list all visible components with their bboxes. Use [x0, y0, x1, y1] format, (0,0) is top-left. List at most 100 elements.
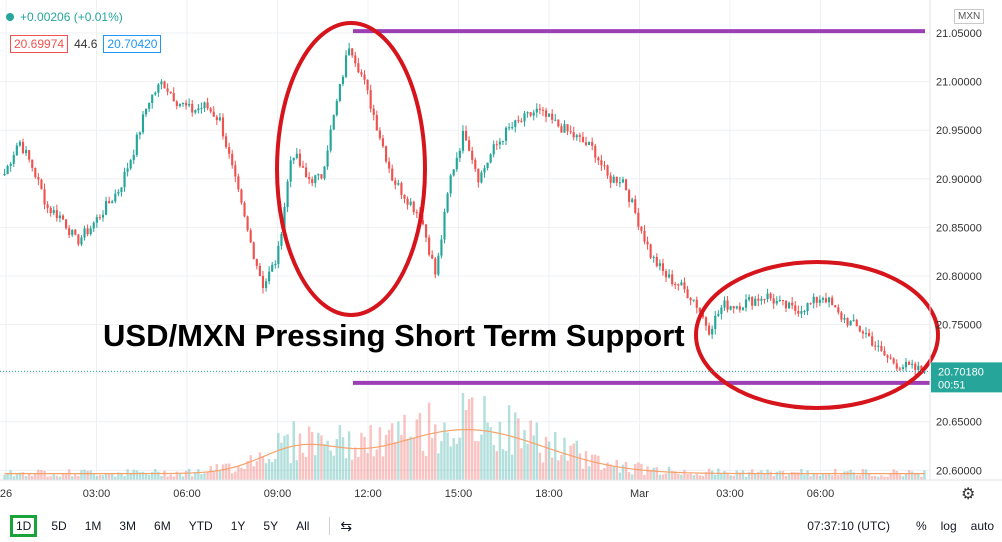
volume-bar [701, 476, 705, 480]
volume-bar [661, 474, 665, 480]
candle-body [886, 355, 889, 358]
volume-bar [301, 452, 305, 480]
volume-bar [175, 471, 179, 480]
bid-price[interactable]: 20.69974 [10, 35, 69, 53]
volume-bar [575, 440, 579, 480]
ask-price[interactable]: 20.70420 [103, 35, 162, 53]
candle-body [289, 160, 292, 182]
volume-bar [615, 459, 619, 480]
volume-bar [298, 433, 302, 480]
volume-bar [172, 476, 175, 480]
auto-toggle[interactable]: auto [970, 519, 994, 533]
candle-body [692, 299, 695, 301]
candle-body [111, 201, 114, 204]
candle-body [794, 305, 797, 311]
volume-bar [360, 432, 363, 480]
candle-body [391, 168, 394, 181]
range-button-5d[interactable]: 5D [51, 519, 67, 533]
candle-body [261, 275, 265, 289]
candle-body [323, 166, 326, 179]
volume-bar [344, 458, 348, 480]
volume-bar [178, 472, 182, 480]
candle-body [649, 244, 652, 258]
volume-bar [74, 474, 77, 480]
volume-bar [710, 470, 714, 480]
candle-body [914, 363, 917, 370]
candle-body [760, 298, 763, 301]
volume-bar [501, 449, 505, 480]
volume-bar [707, 468, 711, 480]
candle-body [757, 298, 760, 301]
volume-bar [677, 473, 680, 480]
volume-bar [560, 454, 563, 480]
candle-body [178, 104, 181, 107]
volume-bar [166, 476, 169, 480]
range-button-5y[interactable]: 5Y [263, 519, 279, 533]
volume-bar [292, 421, 295, 480]
gear-icon[interactable]: ⚙ [961, 486, 976, 503]
highlight-ellipse-spike [275, 21, 427, 317]
volume-bar [594, 454, 597, 480]
candle-body [332, 115, 335, 130]
volume-bar [800, 468, 803, 480]
volume-bar [695, 474, 699, 480]
volume-bar [314, 455, 317, 480]
candle-body [680, 282, 683, 286]
candle-body [406, 198, 409, 205]
volume-bar [920, 476, 923, 480]
volume-bar [917, 474, 920, 480]
range-button-3m[interactable]: 3M [119, 519, 137, 533]
candle-body [868, 332, 871, 337]
candle-body [520, 120, 523, 122]
candle-body [661, 263, 665, 272]
volume-bar [732, 475, 735, 480]
volume-bar [310, 432, 314, 480]
range-button-all[interactable]: All [296, 519, 310, 533]
candle-body [166, 88, 169, 92]
volume-bar [320, 435, 323, 480]
symbol-tag[interactable]: MXN [954, 9, 985, 24]
volume-bar [914, 473, 917, 480]
candle-body [788, 302, 791, 309]
range-button-1d[interactable]: 1D [10, 515, 38, 537]
volume-bar [621, 464, 625, 480]
candle-body [809, 303, 812, 305]
candle-body [711, 328, 714, 335]
candle-body [557, 119, 560, 127]
candle-body [384, 146, 388, 162]
volume-bar [507, 405, 511, 480]
volume-bar [772, 476, 775, 480]
candle-body [452, 169, 455, 176]
log-toggle[interactable]: log [940, 519, 957, 533]
x-tick-label: Mar [630, 488, 649, 500]
y-tick-label: 20.95000 [936, 125, 982, 137]
candle-body [791, 302, 794, 306]
x-tick-label: 18:00 [535, 488, 563, 500]
range-button-1m[interactable]: 1M [84, 519, 102, 533]
candle-body [437, 255, 440, 275]
volume-bar [498, 421, 502, 480]
candle-body [486, 162, 489, 169]
candle-body [224, 136, 228, 148]
candle-body [200, 108, 203, 110]
candle-body [326, 150, 329, 167]
range-button-ytd[interactable]: YTD [188, 519, 213, 533]
compare-range-icon[interactable]: ⇆ [340, 517, 353, 534]
percent-toggle[interactable]: % [915, 519, 927, 533]
candle-body [58, 215, 61, 219]
volume-bar [550, 457, 554, 480]
candle-body [704, 317, 708, 326]
candle-body [160, 81, 163, 85]
range-button-6m[interactable]: 6M [154, 519, 171, 533]
candle-body [243, 202, 246, 217]
volume-bar [203, 473, 206, 480]
candle-body [763, 298, 766, 300]
range-button-1y[interactable]: 1Y [230, 519, 246, 533]
candle-body [828, 297, 831, 303]
volume-bar [455, 443, 459, 480]
candle-body [615, 176, 618, 183]
volume-bar [704, 472, 708, 480]
volume-bar [18, 472, 22, 480]
candle-body [108, 201, 111, 204]
utc-clock[interactable]: 07:37:10 (UTC) [807, 519, 890, 533]
